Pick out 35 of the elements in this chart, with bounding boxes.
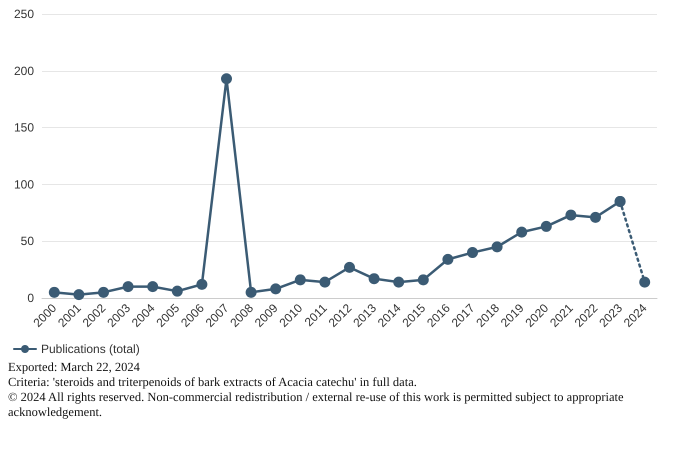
text: © 2024 All rights reserved. Non-commercial redistribution / external re-use of this work is permitted subject to appropriate acknowledgement.	[8, 390, 625, 420]
point	[467, 247, 478, 258]
point	[344, 262, 355, 273]
point	[639, 276, 650, 288]
point	[73, 289, 84, 300]
point	[122, 281, 134, 292]
point	[393, 276, 404, 288]
point	[565, 210, 576, 221]
point	[48, 286, 60, 298]
y-tick-label: 0	[27, 291, 34, 305]
point	[368, 273, 380, 284]
point	[418, 274, 429, 286]
point	[172, 286, 183, 297]
y-tick-label: 200	[14, 64, 34, 78]
point	[540, 220, 552, 232]
point	[614, 196, 626, 207]
point	[294, 274, 306, 286]
point	[246, 286, 257, 298]
point	[98, 286, 109, 298]
legend-label: Publications (total)	[41, 342, 140, 356]
point	[492, 241, 503, 252]
y-tick-label: 250	[14, 7, 34, 21]
y-tick-label: 50	[20, 234, 34, 248]
point	[221, 73, 232, 84]
point	[442, 254, 454, 265]
point	[590, 212, 601, 223]
point	[319, 276, 330, 288]
text: Criteria: 'steroids and triterpenoids of bark extracts of Acacia catechu' in full data.	[8, 375, 418, 390]
text: Exported: March 22, 2024	[8, 360, 141, 375]
y-tick-label: 150	[14, 120, 34, 135]
point	[196, 278, 208, 290]
y-tick-label: 100	[14, 177, 34, 192]
point	[516, 226, 528, 238]
point	[147, 281, 158, 292]
point	[270, 283, 282, 294]
